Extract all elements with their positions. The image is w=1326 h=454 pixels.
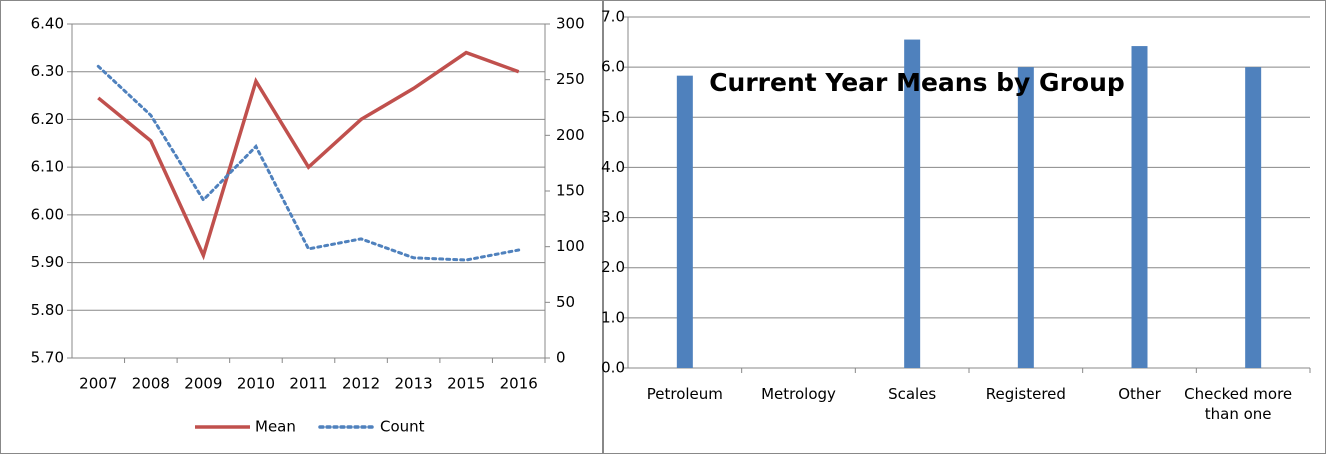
chart-title: Current Year Means by Group: [709, 68, 1125, 97]
bar: [676, 75, 693, 368]
y2-tick-label: 0: [556, 349, 566, 367]
y-tick-label: 2.0: [601, 258, 625, 276]
x-tick-label: 2007: [79, 375, 117, 393]
y2-tick-label: 200: [556, 126, 585, 144]
y-tick-label: 6.30: [31, 62, 64, 80]
x-tick-label: 2011: [289, 375, 327, 393]
x-tick-label: Checked more than one: [1184, 385, 1293, 423]
x-tick-label: 2010: [237, 375, 275, 393]
x-tick-label: 2013: [395, 375, 433, 393]
y-tick-label: 6.20: [31, 110, 64, 128]
y-tick-label: 3.0: [601, 208, 625, 226]
y-tick-label: 6.10: [31, 158, 64, 176]
y2-tick-label: 100: [556, 237, 585, 255]
y2-tick-label: 300: [556, 15, 585, 33]
y-tick-label: 0.0: [601, 359, 625, 377]
y-tick-label: 6.40: [31, 15, 64, 33]
series-line: [97, 50, 520, 261]
right-panel: [603, 0, 1326, 454]
y2-tick-label: 150: [556, 182, 585, 200]
legend-label: Count: [380, 418, 425, 436]
x-tick-label: Registered: [985, 385, 1066, 403]
x-tick-label: Scales: [888, 385, 937, 403]
y-tick-label: 5.80: [31, 301, 64, 319]
y-tick-label: 6.0: [601, 58, 625, 76]
series-line: [96, 64, 521, 262]
y-tick-label: 6.00: [31, 205, 64, 223]
y-tick-label: 7.0: [601, 8, 625, 26]
x-tick-label: 2009: [184, 375, 222, 393]
y-tick-label: 5.70: [31, 349, 64, 367]
y-tick-label: 4.0: [601, 158, 625, 176]
bar: [1017, 67, 1034, 369]
x-tick-label: 2015: [447, 375, 485, 393]
bar: [1131, 46, 1148, 368]
x-tick-label: Other: [1118, 385, 1161, 403]
y-tick-label: 5.90: [31, 253, 64, 271]
bar: [904, 39, 921, 369]
bar: [1245, 67, 1262, 369]
x-tick-label: 2016: [500, 375, 538, 393]
x-tick-label: 2008: [132, 375, 170, 393]
left-panel: [0, 0, 603, 454]
legend-label: Mean: [255, 418, 296, 436]
y-tick-label: 5.0: [601, 108, 625, 126]
x-tick-label: Petroleum: [646, 385, 723, 403]
y2-tick-label: 250: [556, 70, 585, 88]
y2-tick-label: 50: [556, 293, 575, 311]
y-tick-label: 1.0: [601, 308, 625, 326]
x-tick-label: 2012: [342, 375, 380, 393]
x-tick-label: Metrology: [761, 385, 836, 403]
